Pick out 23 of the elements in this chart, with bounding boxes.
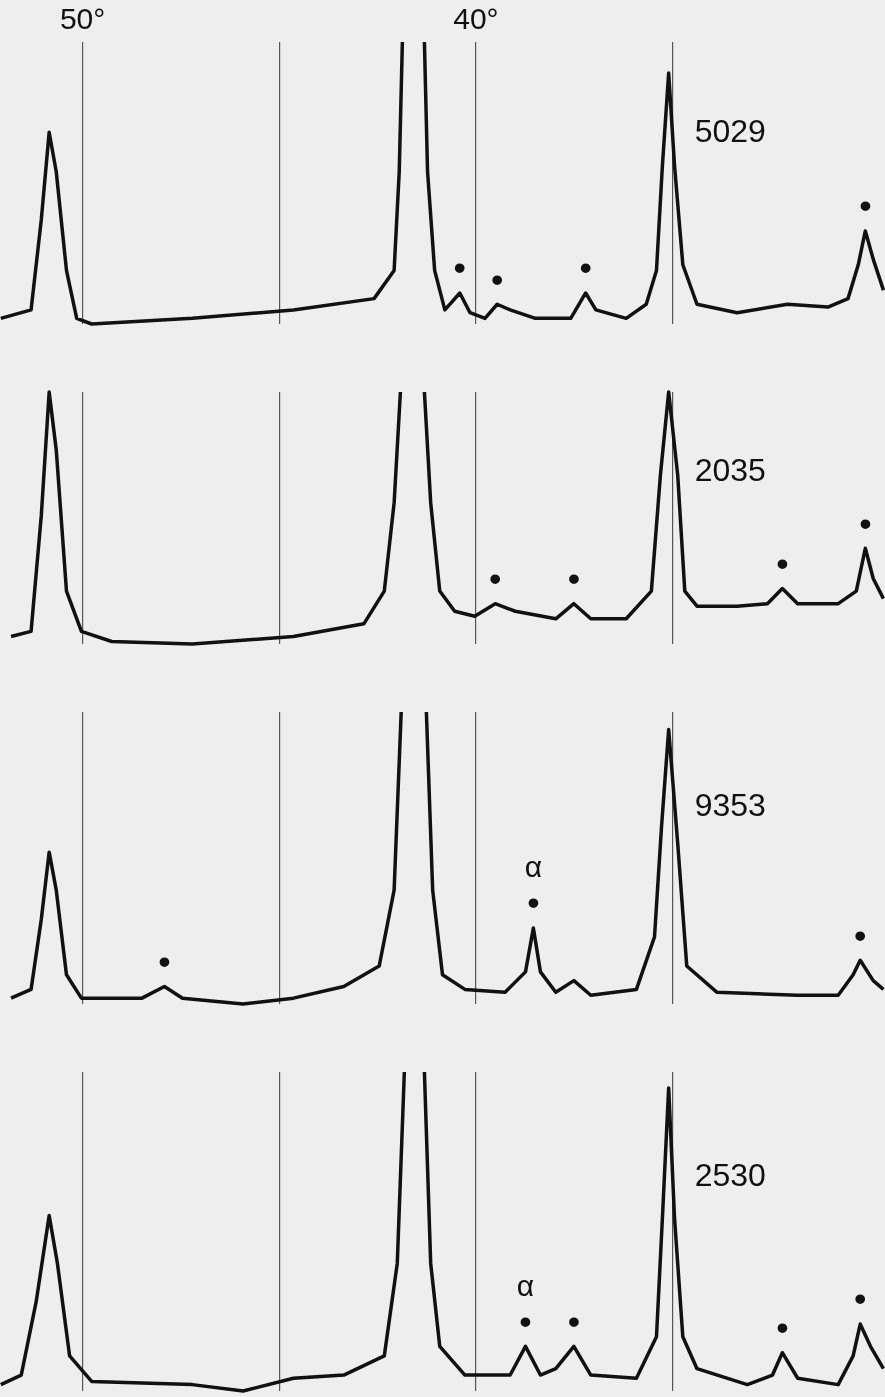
annotation: • [519,1301,532,1340]
annotation: • [854,915,867,954]
annotation: • [859,503,872,542]
x-tick-label: 40° [453,2,499,36]
annotation: α [524,850,543,884]
annotation: • [527,883,540,922]
annotation: 2530 [694,1157,766,1194]
annotation: 9353 [694,786,766,823]
annotation: α [516,1268,535,1302]
annotation: • [859,186,872,225]
annotation: • [776,543,789,582]
annotation: • [579,248,592,287]
annotation: • [567,1301,580,1340]
annotation: 2035 [694,451,766,488]
x-tick-label: 50° [59,2,106,36]
annotation: • [453,248,466,287]
annotation: • [491,259,504,298]
annotation: • [489,559,502,598]
annotation: • [854,1279,867,1318]
annotation: 5029 [694,112,766,149]
annotation: • [567,559,580,598]
annotation: • [776,1308,789,1347]
annotation: • [158,941,171,980]
